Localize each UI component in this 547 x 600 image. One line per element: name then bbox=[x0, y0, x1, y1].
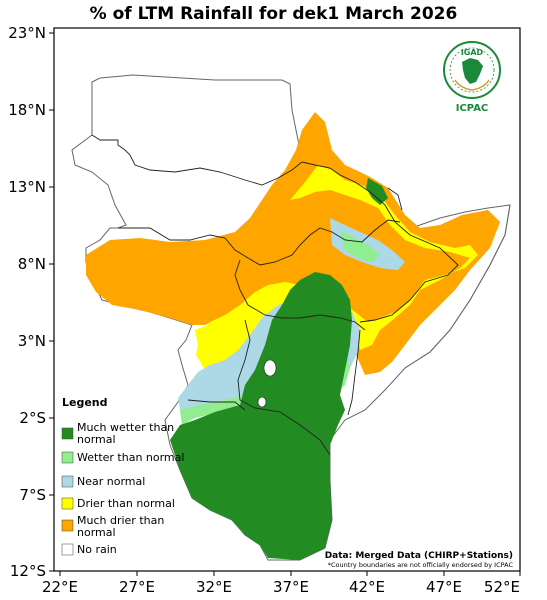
data-source-credit: Data: Merged Data (CHIRP+Stations) bbox=[325, 551, 513, 561]
lat-label: 3°N bbox=[18, 332, 46, 350]
much-wetter-region-2 bbox=[366, 178, 388, 205]
somalia-coast bbox=[404, 204, 511, 369]
boundary-disclaimer: *Country boundaries are not officially e… bbox=[328, 561, 514, 569]
lat-label: 2°S bbox=[19, 409, 46, 427]
legend-label: normal bbox=[77, 433, 116, 446]
laurel-icon bbox=[454, 79, 490, 91]
lon-label: 42°E bbox=[349, 578, 385, 596]
wetter-region-2 bbox=[340, 230, 380, 262]
lat-label: 13°N bbox=[8, 178, 46, 196]
logo-text-bottom: ICPAC bbox=[456, 103, 489, 114]
lon-label: 47°E bbox=[426, 578, 462, 596]
lon-label: 27°E bbox=[119, 578, 155, 596]
lakes bbox=[257, 359, 277, 408]
axis-ticks bbox=[49, 32, 521, 576]
legend-swatch bbox=[61, 543, 74, 556]
legend-title: Legend bbox=[62, 396, 108, 409]
lon-label: 32°E bbox=[196, 578, 232, 596]
lon-labels: 22°E 27°E 32°E 37°E 42°E 47°E 52°E bbox=[42, 578, 520, 596]
lon-label: 22°E bbox=[42, 578, 78, 596]
logo-text-top: IGAD bbox=[461, 48, 484, 57]
lon-label: 37°E bbox=[273, 578, 309, 596]
legend-swatch bbox=[61, 451, 74, 464]
lat-label: 18°N bbox=[8, 101, 46, 119]
africa-icon bbox=[462, 58, 483, 84]
legend-label: Near normal bbox=[77, 475, 145, 488]
legend-swatch bbox=[61, 519, 74, 532]
map-surface bbox=[71, 74, 511, 561]
much-wetter-region bbox=[170, 272, 352, 560]
legend: Legend Much wetter than normal Wetter th… bbox=[61, 396, 184, 556]
igad-icpac-logo: IGAD ICPAC bbox=[443, 41, 501, 114]
lat-label: 12°S bbox=[10, 562, 46, 580]
legend-label: Much drier than bbox=[77, 514, 164, 527]
legend-label: normal bbox=[77, 526, 116, 539]
country-borders bbox=[91, 134, 459, 456]
legend-label: Much wetter than bbox=[77, 421, 174, 434]
map-title: % of LTM Rainfall for dek1 March 2026 bbox=[89, 4, 458, 24]
lat-label: 7°S bbox=[19, 486, 46, 504]
legend-swatch bbox=[61, 475, 74, 488]
legend-label: Drier than normal bbox=[77, 497, 175, 510]
legend-swatch bbox=[61, 427, 74, 440]
lat-label: 23°N bbox=[8, 24, 46, 42]
much-drier-region bbox=[86, 112, 500, 375]
lon-label: 52°E bbox=[484, 578, 520, 596]
lat-label: 8°N bbox=[18, 255, 46, 273]
legend-label: No rain bbox=[77, 543, 117, 556]
legend-label: Wetter than normal bbox=[77, 451, 184, 464]
legend-swatch bbox=[61, 497, 74, 510]
drier-region-2 bbox=[195, 300, 275, 362]
near-normal-region-2 bbox=[330, 218, 405, 270]
logo-inner-ring bbox=[449, 47, 495, 93]
lat-labels: 23°N 18°N 13°N 8°N 3°N 2°S 7°S 12°S bbox=[8, 24, 46, 580]
